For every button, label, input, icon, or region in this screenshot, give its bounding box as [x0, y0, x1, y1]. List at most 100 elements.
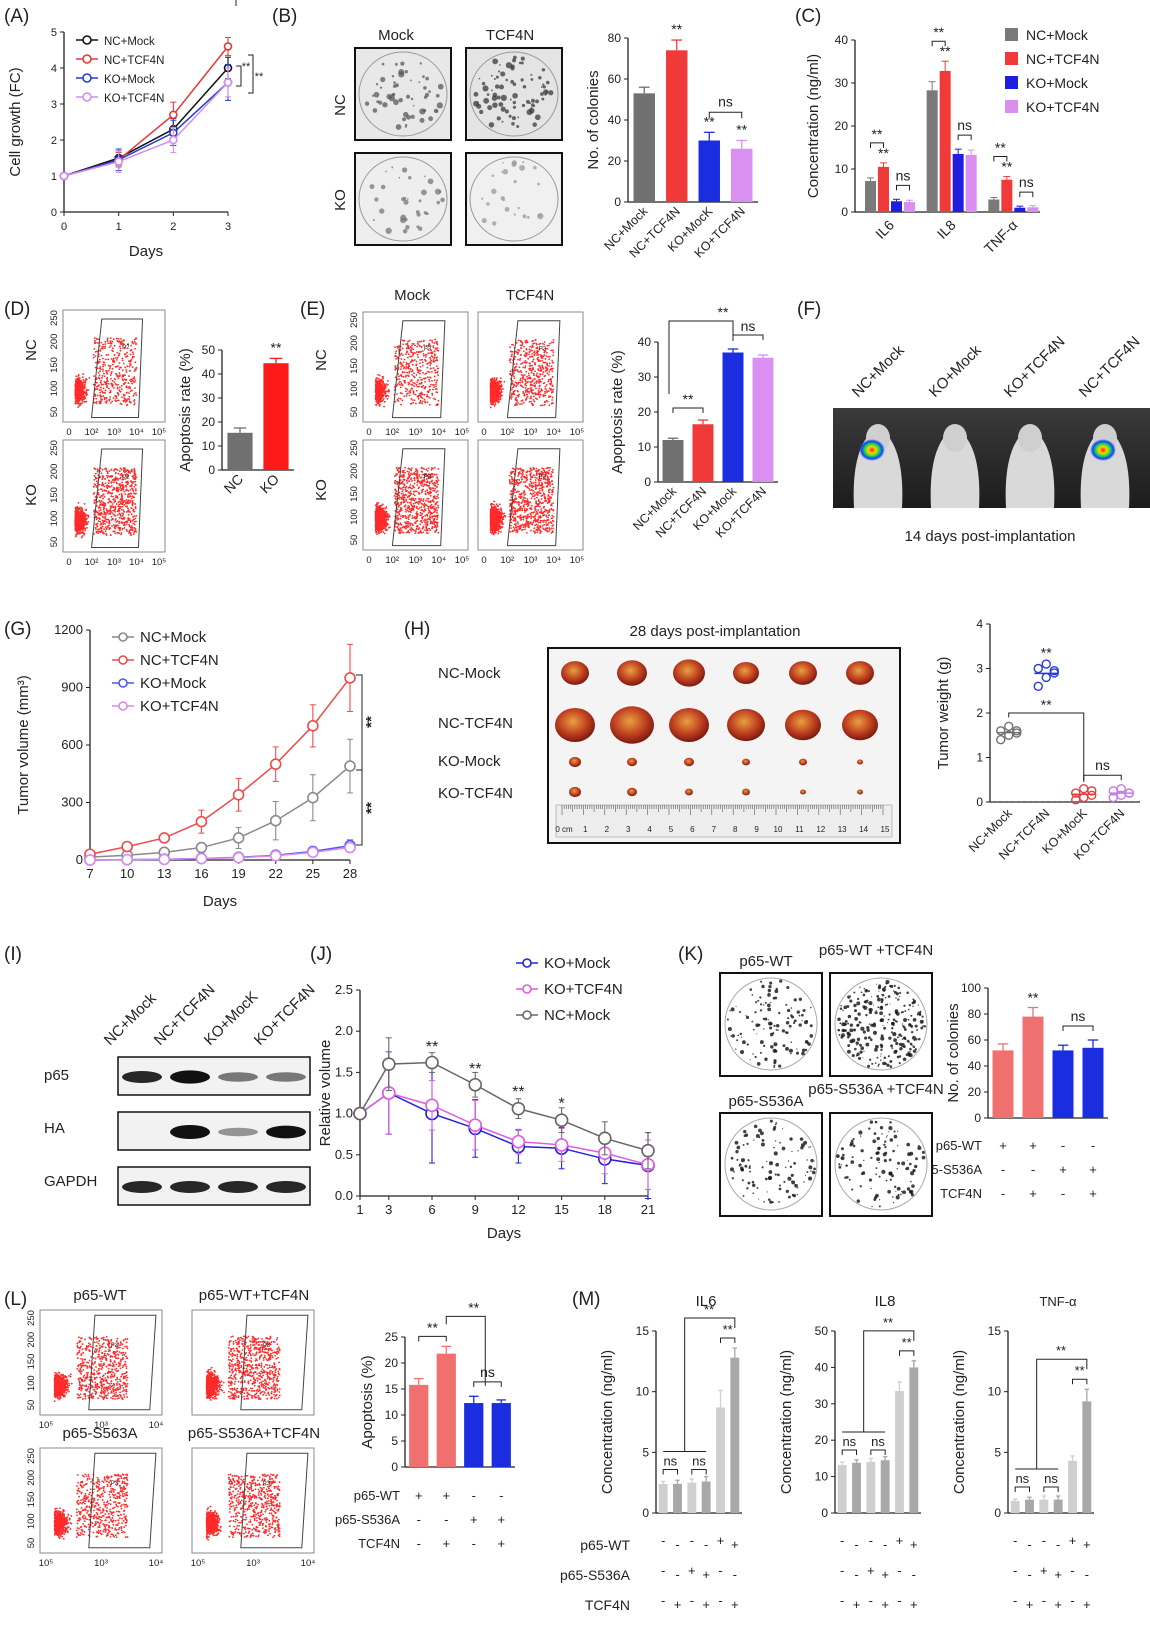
- e-significance-label: **: [718, 304, 729, 320]
- b-colony: [548, 90, 554, 96]
- b-colony: [537, 213, 544, 220]
- b-colony: [416, 225, 420, 229]
- e-event: [433, 353, 436, 356]
- b-colony: [379, 208, 385, 214]
- b-colony: [406, 198, 409, 200]
- d-event: [110, 482, 113, 484]
- b-colony: [369, 184, 375, 190]
- b-colony: [440, 197, 445, 203]
- d-y-tick-label: 20: [202, 415, 216, 429]
- e-event: [398, 378, 400, 380]
- d-y-tick-label: 150: [49, 487, 60, 503]
- k-bracket: [1062, 1025, 1094, 1031]
- e-event: [424, 373, 427, 375]
- d-event: [120, 508, 123, 511]
- d-event: [96, 341, 99, 344]
- j-point: [511, 1134, 526, 1149]
- b-colony: [412, 104, 415, 107]
- c-legend-label: KO+TCF4N: [1026, 99, 1100, 115]
- d-event: [82, 511, 85, 514]
- d-event: [102, 368, 105, 371]
- e-event: [400, 375, 403, 378]
- g-point: [121, 853, 133, 866]
- e-event: [523, 361, 526, 364]
- b-colony: [473, 91, 479, 97]
- e-event: [410, 351, 413, 354]
- e-y-axis-label: Apoptosis rate (%): [609, 350, 626, 473]
- d-event: [135, 337, 137, 340]
- g-x-tick-label: 10: [120, 866, 134, 881]
- d-event: [74, 400, 77, 403]
- e-event: [433, 379, 436, 382]
- d-event: [124, 493, 127, 496]
- d-event: [97, 513, 100, 516]
- c-bracket: [1019, 191, 1034, 198]
- d-event: [95, 361, 97, 364]
- m-condition-mark: -: [1085, 1567, 1089, 1582]
- j-x-tick-label: 15: [554, 1202, 568, 1217]
- e-event: [418, 340, 421, 343]
- d-event: [114, 395, 117, 398]
- m-condition-mark: -: [854, 1537, 858, 1552]
- d-event: [95, 338, 98, 340]
- c-significance-label: **: [933, 24, 944, 40]
- e-event: [435, 347, 438, 350]
- d-event: [98, 517, 101, 520]
- g-series-line: [89, 677, 351, 855]
- d-event: [98, 496, 101, 499]
- e-event: [408, 347, 411, 350]
- d-event: [108, 367, 111, 370]
- d-event: [129, 353, 132, 356]
- d-event: [95, 400, 98, 403]
- e-event: [405, 394, 408, 397]
- j-y-tick-label: 0.0: [335, 1188, 353, 1203]
- e-event: [432, 383, 434, 386]
- c-bar: [904, 202, 915, 212]
- e-event: [379, 380, 382, 383]
- d-event: [118, 516, 121, 519]
- m-condition-mark: -: [704, 1537, 708, 1552]
- e-event: [551, 349, 554, 352]
- d-event: [125, 355, 128, 358]
- d-event: [128, 401, 131, 403]
- e-event: [400, 358, 403, 360]
- e-event: [551, 361, 554, 364]
- d-event: [104, 340, 107, 343]
- m-condition-mark: +: [717, 1533, 725, 1548]
- b-colony: [486, 202, 490, 206]
- e-event: [423, 377, 425, 380]
- d-event: [127, 382, 130, 385]
- b-bracket: [708, 111, 743, 119]
- d-event: [75, 526, 78, 529]
- c-significance-label: ns: [1019, 174, 1034, 190]
- d-event: [110, 371, 113, 373]
- b-colony: [385, 170, 387, 173]
- d-event: [132, 501, 134, 504]
- e-event: [530, 400, 532, 403]
- d-event: [130, 378, 133, 381]
- b-colony: [511, 116, 516, 121]
- e-event: [426, 395, 428, 398]
- e-event: [426, 376, 429, 379]
- d-event: [96, 480, 98, 483]
- d-event: [80, 506, 83, 509]
- d-event: [111, 340, 114, 343]
- b-col-label-mock: Mock: [378, 27, 414, 44]
- e-event: [409, 380, 412, 383]
- d-event: [130, 380, 133, 383]
- m-bar: [658, 1483, 668, 1513]
- d-event: [115, 503, 118, 505]
- d-event: [132, 394, 135, 397]
- m-bar: [1082, 1401, 1092, 1513]
- h-y-tick-label: 2: [976, 706, 983, 720]
- a-x-tick-label: 2: [170, 221, 176, 233]
- g-point: [195, 815, 208, 828]
- e-event: [400, 382, 403, 385]
- e-event: [395, 350, 398, 353]
- d-event: [118, 386, 121, 389]
- e-event: [398, 381, 401, 384]
- d-event: [111, 512, 114, 515]
- d-event: [108, 480, 111, 482]
